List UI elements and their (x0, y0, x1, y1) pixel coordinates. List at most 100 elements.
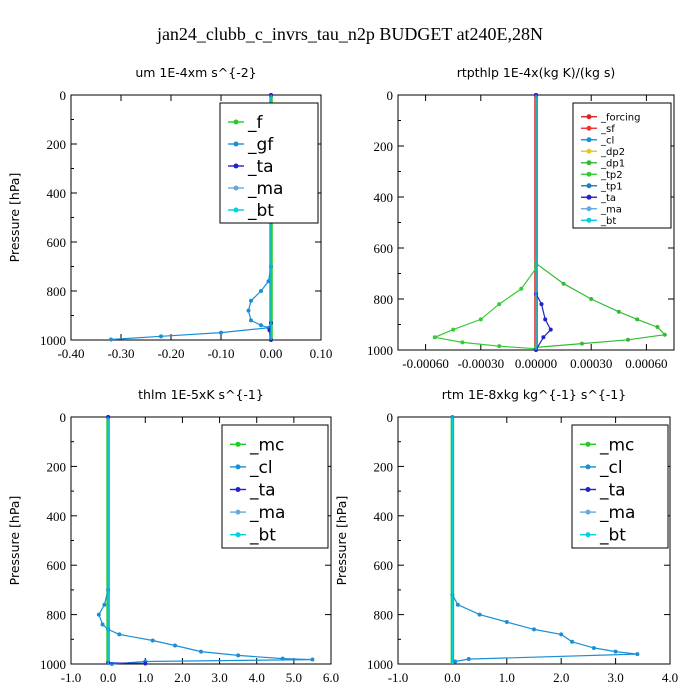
legend-marker (235, 509, 241, 515)
x-tick-label: 0.00060 (625, 356, 667, 371)
x-tick-label: 1.0 (499, 670, 515, 685)
legend-marker (586, 148, 592, 154)
legend-label: _bt (249, 526, 276, 546)
legend-label: _forcing (600, 112, 641, 123)
data-point (102, 602, 107, 607)
data-point (504, 620, 509, 625)
x-tick-label: -0.10 (207, 346, 234, 361)
legend-marker (586, 217, 592, 223)
data-point (655, 325, 660, 330)
panel-1: um 1E-4xm s^{-2} Pressure [hPa] 0 200 400 600… (7, 65, 332, 361)
legend-label: _dp1 (600, 158, 625, 169)
data-point (570, 639, 575, 644)
legend-marker (233, 119, 239, 125)
y-tick-label: 600 (47, 235, 67, 250)
legend-label: _ma (247, 179, 283, 199)
legend-label: _dp2 (600, 147, 625, 158)
legend-label: _bt (599, 526, 626, 546)
legend-label: _tp2 (600, 170, 623, 181)
y-tick-label: 800 (374, 292, 394, 307)
y-tick-label: 200 (374, 459, 394, 474)
legend-label: _mc (249, 435, 284, 455)
x-tick-label: 5.0 (286, 670, 302, 685)
legend-marker (233, 163, 239, 169)
x-tick-label: 3.0 (607, 670, 623, 685)
panel-title: thlm 1E-5xK s^{-1} (138, 387, 264, 402)
x-tick-label: 2.0 (174, 670, 190, 685)
data-point (662, 332, 667, 337)
legend-marker (586, 206, 592, 212)
legend-marker (235, 487, 241, 492)
x-tick-label: 4.0 (249, 670, 265, 685)
data-point (543, 317, 548, 322)
legend-marker (586, 160, 592, 166)
data-point (173, 643, 177, 648)
legend-marker (233, 185, 239, 191)
data-point (143, 661, 148, 666)
data-point (497, 344, 502, 349)
data-point (532, 627, 536, 632)
data-point (616, 309, 621, 314)
y-tick-label: 600 (374, 241, 394, 256)
data-point (249, 298, 253, 303)
legend: _forcing_sf_cl_dp2_dp1_tp2_tp1_ta_ma_bt (572, 102, 672, 229)
y-tick-label: 1000 (40, 657, 66, 672)
y-tick-label: 400 (374, 509, 394, 524)
legend-label: _mc (599, 435, 634, 455)
series-line-ta (107, 417, 146, 665)
legend: _mc _cl_ta _ma _bt (571, 424, 669, 549)
data-point (159, 334, 163, 339)
data-point (266, 279, 271, 284)
data-point (548, 327, 553, 332)
y-tick-label: 200 (47, 459, 67, 474)
x-tick-label: -0.40 (57, 346, 84, 361)
legend-label: _ma (600, 204, 622, 215)
legend-marker (586, 183, 592, 189)
y-tick-label: 400 (47, 509, 67, 524)
x-tick-label: 3.0 (211, 670, 227, 685)
legend-label: _ta (599, 480, 626, 500)
data-point (199, 649, 203, 654)
data-point (541, 335, 546, 340)
data-point (259, 323, 263, 328)
y-tick-label: 1000 (367, 343, 393, 358)
x-tick-label: 1.0 (137, 670, 153, 685)
y-tick-label: 800 (374, 608, 394, 623)
y-tick-label: 400 (47, 186, 67, 201)
data-point (635, 317, 640, 322)
y-tick-label: 600 (47, 558, 67, 573)
data-point (236, 653, 241, 658)
data-point (561, 281, 566, 286)
y-tick-label: 0 (60, 410, 67, 425)
data-point (635, 652, 640, 657)
x-tick-label: 0.00030 (570, 356, 612, 371)
legend-marker (585, 464, 591, 470)
data-point (477, 612, 482, 617)
legend-label: _sf (600, 124, 615, 135)
y-tick-label: 0 (387, 88, 394, 103)
legend-label: _ma (249, 503, 285, 523)
x-tick-label: 0.00 (260, 346, 283, 361)
x-tick-label: 0.00000 (515, 356, 557, 371)
data-point (460, 340, 465, 345)
data-point (613, 649, 618, 654)
y-tick-label: 0 (387, 410, 394, 425)
panel-4: rtm 1E-8xkg kg^{-1} s^{-1} Pressure [hPa]… (334, 387, 678, 685)
data-point (455, 602, 460, 607)
x-tick-label: 0.10 (310, 346, 333, 361)
panel-2: rtpthlp 1E-4x(kg K)/(kg s) 0 200 400 600 800 1… (367, 65, 675, 371)
legend-marker (585, 532, 591, 538)
data-point (249, 318, 253, 323)
legend-label: _cl (600, 135, 614, 146)
y-axis-label: Pressure [hPa] (334, 496, 349, 586)
data-point (591, 645, 596, 650)
x-tick-label: 0.0 (100, 670, 116, 685)
y-tick-label: 600 (374, 558, 394, 573)
data-point (219, 330, 223, 335)
legend-marker (586, 171, 592, 177)
y-tick-label: 800 (47, 284, 67, 299)
data-point (589, 297, 594, 301)
panel-3: thlm 1E-5xK s^{-1} Pressure [hPa] 0 200 400 6… (7, 387, 339, 685)
figure-title: jan24_clubb_c_invrs_tau_n2p BUDGET at240… (156, 24, 543, 44)
